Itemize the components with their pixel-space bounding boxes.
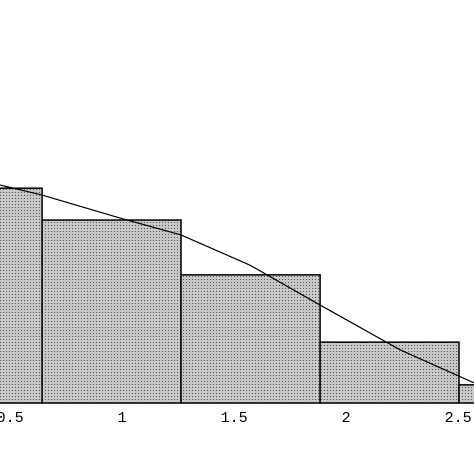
x-tick-label: 1.5 <box>221 410 248 427</box>
x-tick-label: 2 <box>342 410 351 427</box>
bar <box>180 274 321 404</box>
x-tick-label: 0.5 <box>0 410 24 427</box>
bar <box>41 219 182 404</box>
bar <box>0 187 43 404</box>
x-tick-label: 2.5 <box>445 410 472 427</box>
x-tick-label: 1 <box>118 410 127 427</box>
bar <box>458 384 474 404</box>
fit-curve <box>0 184 474 384</box>
bar <box>319 341 460 404</box>
